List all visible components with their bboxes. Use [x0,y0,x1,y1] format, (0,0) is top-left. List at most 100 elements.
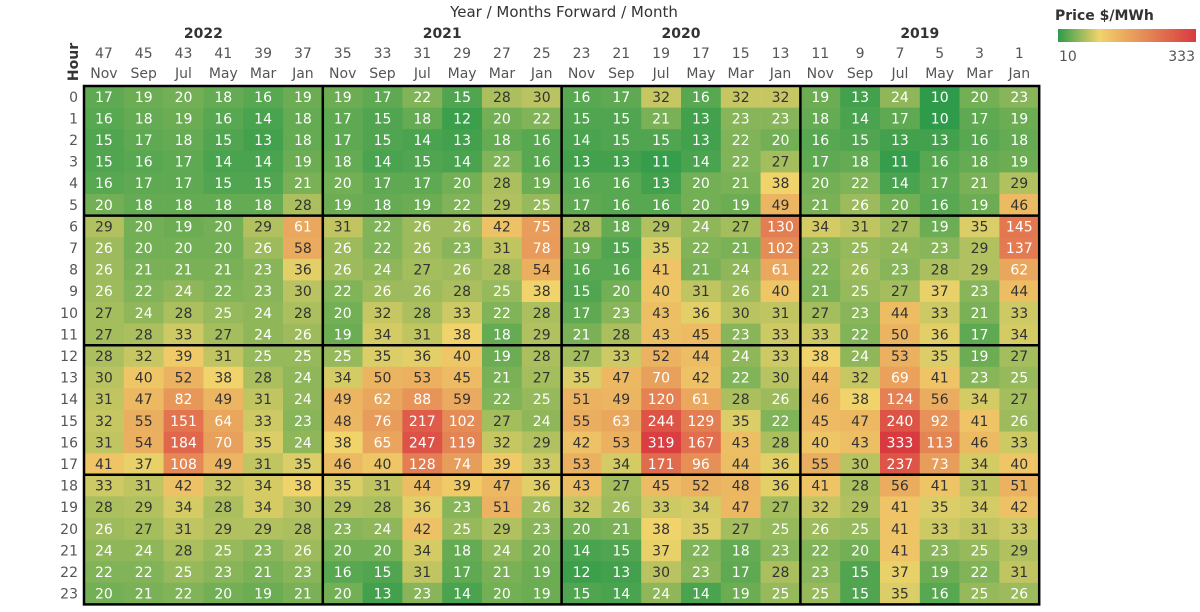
heatmap-cell [601,431,642,454]
cell-value-label: 119 [449,435,476,451]
heatmap-cell [163,194,204,216]
heatmap-cell [840,237,881,260]
heatmap-cell [84,258,125,281]
heatmap-cell [720,366,761,389]
cell-value-label: 34 [612,457,630,473]
heatmap-cell [840,388,881,411]
heatmap-cell [322,150,363,173]
cell-value-label: 25 [254,349,272,365]
heatmap-cell [283,388,324,411]
cell-value-label: 113 [926,435,953,451]
cell-value-label: 35 [254,435,272,451]
cell-value-label: 22 [374,241,392,257]
heatmap-cell [163,345,204,368]
heatmap-cell [243,388,284,411]
cell-value-label: 28 [493,90,511,106]
cell-value-label: 49 [612,392,630,408]
heatmap-cell [601,366,642,389]
cell-value-label: 38 [533,284,551,300]
cell-value-label: 43 [652,327,670,343]
cell-value-label: 22 [453,198,471,214]
heatmap-cell [322,258,363,281]
heatmap-cell [720,388,761,411]
heatmap-cell [999,388,1040,411]
cell-value-label: 22 [175,587,193,603]
cell-value-label: 28 [573,219,591,235]
cell-value-label: 32 [652,90,670,106]
heatmap-cell [362,561,403,584]
heatmap-cell [641,410,682,432]
cell-value-label: 29 [214,522,232,538]
cell-value-label: 19 [811,90,829,106]
month-label: Jul [413,66,431,82]
heatmap-cell [243,582,284,605]
heatmap-cell [641,150,682,173]
heatmap-cell [840,194,881,216]
heatmap-cell [84,280,125,303]
cell-value-label: 32 [573,500,591,516]
heatmap-cell [919,86,960,108]
cell-value-label: 17 [811,155,829,171]
heatmap-cell [482,410,523,432]
cell-value-label: 33 [811,327,829,343]
heatmap-cell [402,453,443,476]
heatmap-cell [880,561,921,584]
heatmap-cell [442,172,483,195]
heatmap-cell [283,561,324,584]
month-label: Mar [489,66,516,82]
cell-value-label: 25 [971,543,989,559]
cell-value-label: 18 [135,111,153,127]
cell-value-label: 14 [891,176,909,192]
heatmap-cell [840,431,881,454]
month-label: Mar [966,66,993,82]
heatmap-cell [999,431,1040,454]
cell-value-label: 15 [374,133,392,149]
heatmap-cell [601,539,642,562]
heatmap-cell [561,302,602,324]
cell-value-label: 20 [851,543,869,559]
cell-value-label: 17 [175,176,193,192]
cell-value-label: 25 [175,565,193,581]
heatmap-cell [720,410,761,432]
heatmap-cell [641,388,682,411]
heatmap-cell [482,280,523,303]
month-label: Mar [250,66,277,82]
cell-value-label: 39 [493,457,511,473]
cell-value-label: 51 [1010,479,1028,495]
cell-value-label: 21 [692,263,710,279]
cell-value-label: 29 [851,500,869,516]
cell-value-label: 25 [294,349,312,365]
heatmap-cell [283,86,324,108]
heatmap-cell [123,496,164,519]
heatmap-cell [840,496,881,519]
heatmap-cell [402,215,443,238]
cell-value-label: 25 [533,392,551,408]
cell-value-label: 29 [334,500,352,516]
cell-value-label: 22 [493,155,511,171]
heatmap-cell [362,86,403,108]
cell-value-label: 28 [413,306,431,322]
legend-title: Price $/MWh [1055,8,1154,24]
cell-value-label: 14 [692,155,710,171]
cell-value-label: 19 [294,90,312,106]
heatmap-cell [283,323,324,346]
heatmap-cell [243,86,284,108]
heatmap-cell [959,345,1000,368]
cell-value-label: 31 [175,522,193,538]
heatmap-cell [720,518,761,540]
cell-value-label: 29 [971,263,989,279]
hour-label: 1 [69,111,78,127]
heatmap-cell [681,302,722,324]
cell-value-label: 36 [931,327,949,343]
heatmap-cell [442,388,483,411]
cell-value-label: 15 [95,155,113,171]
cell-value-label: 20 [971,90,989,106]
heatmap-cell [561,496,602,519]
heatmap-cell [322,194,363,216]
heatmap-cell [123,410,164,432]
heatmap-cell [362,431,403,454]
heatmap-cell [880,194,921,216]
heatmap-cell [880,582,921,605]
heatmap-cell [641,129,682,152]
cell-value-label: 25 [772,522,790,538]
